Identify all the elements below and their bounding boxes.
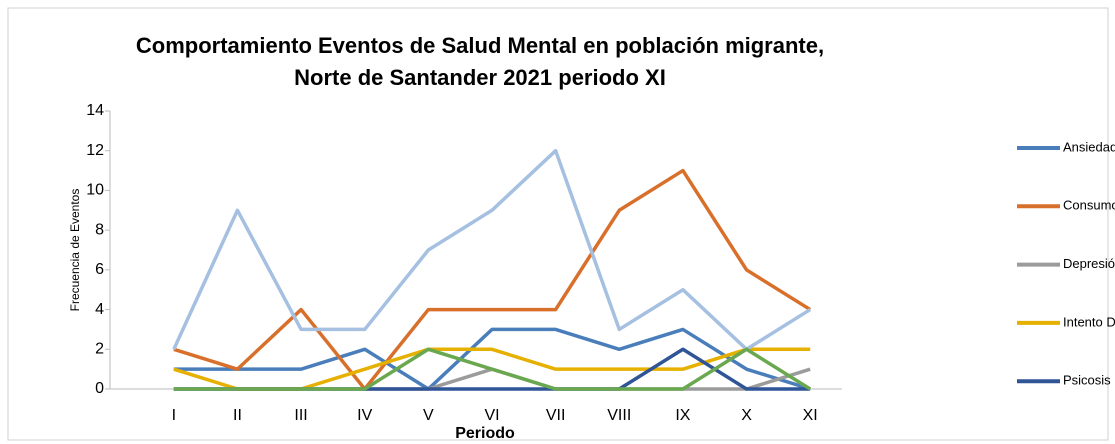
x-tick-label: XI bbox=[803, 407, 818, 424]
y-axis-label: Frecuencia de Eventos bbox=[68, 189, 82, 312]
x-tick-label: VIII bbox=[607, 407, 631, 424]
x-tick-label: II bbox=[233, 407, 242, 424]
series-line bbox=[172, 148, 812, 352]
legend-label: Intento De Suicidio bbox=[1063, 314, 1115, 329]
x-axis-label: Periodo bbox=[455, 425, 515, 442]
chart-border bbox=[7, 7, 1109, 441]
y-tick-label: 6 bbox=[95, 261, 104, 278]
y-tick-label: 0 bbox=[95, 380, 104, 397]
legend-label: Ansiedad bbox=[1063, 139, 1115, 154]
y-tick-label: 2 bbox=[95, 341, 104, 358]
x-tick-label: IX bbox=[675, 407, 690, 424]
y-tick-label: 12 bbox=[86, 142, 104, 159]
x-tick-label: III bbox=[294, 407, 307, 424]
x-tick-label: X bbox=[741, 407, 752, 424]
y-tick-label: 10 bbox=[86, 182, 104, 199]
y-tick-label: 8 bbox=[95, 221, 104, 238]
series-line bbox=[173, 347, 812, 391]
x-tick-label: VI bbox=[484, 407, 499, 424]
x-tick-label: IV bbox=[357, 407, 372, 424]
y-tick-label: 4 bbox=[95, 301, 104, 318]
series-line bbox=[173, 168, 812, 391]
x-tick-label: VII bbox=[546, 407, 566, 424]
series-line bbox=[173, 327, 811, 391]
chart-title: Comportamiento Eventos de Salud Mental e… bbox=[135, 33, 825, 90]
x-tick-label: I bbox=[172, 407, 176, 424]
legend-label: Depresión bbox=[1063, 256, 1115, 271]
legend-label: Consumo De Spa bbox=[1063, 198, 1115, 213]
x-tick-label: V bbox=[423, 407, 434, 424]
series-line bbox=[173, 367, 811, 391]
y-tick-label: 14 bbox=[86, 102, 104, 119]
legend-label: Psicosis bbox=[1063, 373, 1111, 388]
